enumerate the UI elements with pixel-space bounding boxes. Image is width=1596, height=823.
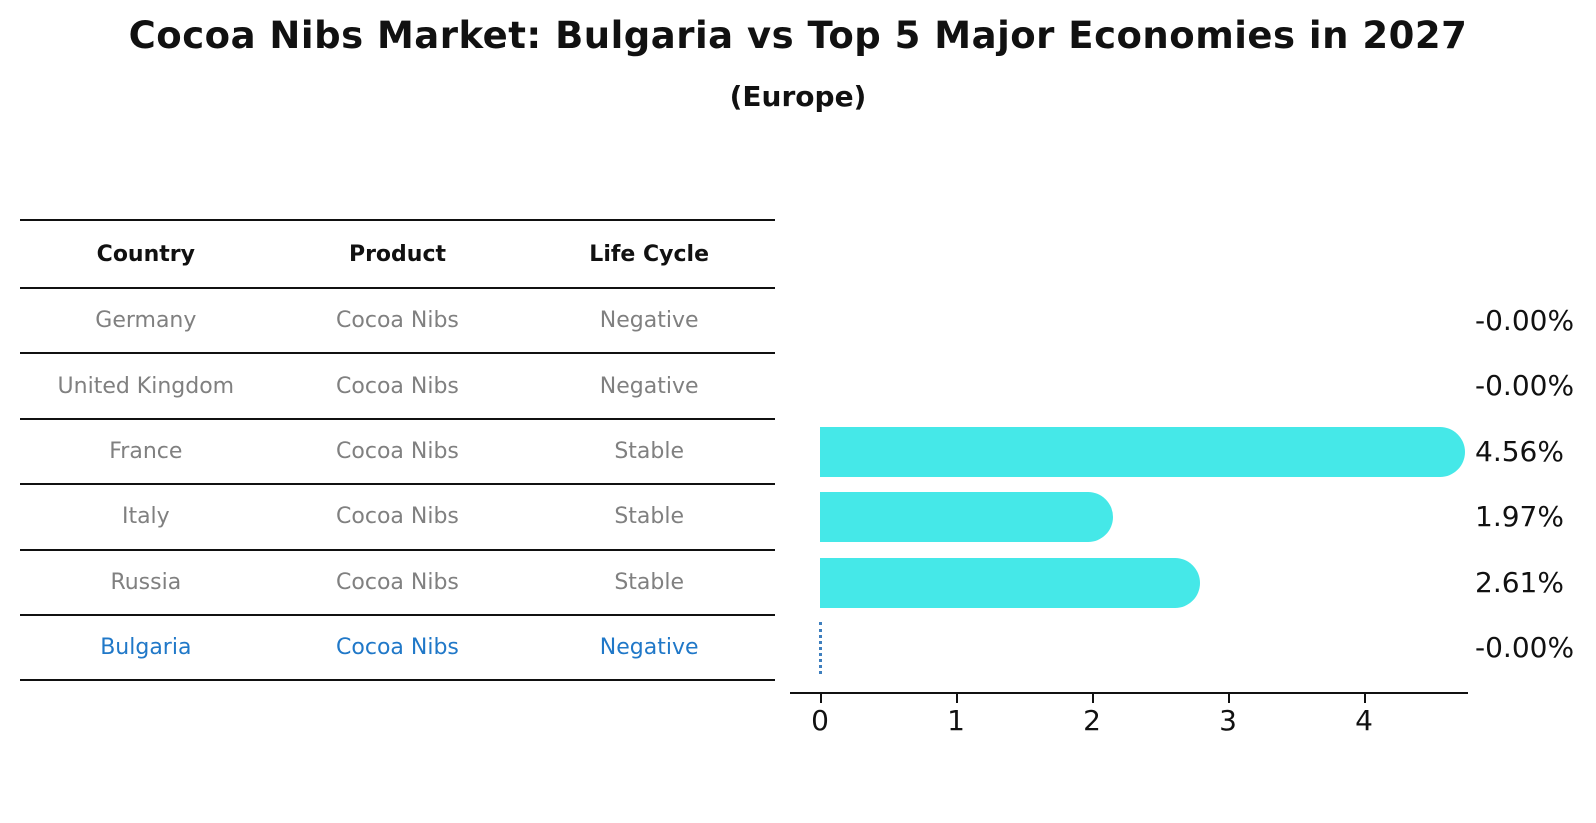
page-subtitle: (Europe) (729, 80, 867, 113)
cell-life-cycle: Stable (523, 418, 775, 486)
x-axis-tick-2 (1092, 694, 1094, 703)
cell-life-cycle: Stable (523, 549, 775, 616)
x-axis-line (790, 692, 1468, 694)
value-label-bulgaria: -0.00% (1475, 631, 1575, 664)
x-axis-tick-0 (820, 694, 822, 703)
bar-italy (820, 492, 1113, 542)
cell-country: Germany (20, 288, 272, 355)
bar-france (820, 426, 1466, 477)
table-row-france: France Cocoa Nibs Stable (20, 418, 775, 486)
bar-russia (820, 557, 1200, 608)
cell-product: Cocoa Nibs (271, 288, 524, 355)
value-label-france: 4.56% (1475, 434, 1564, 468)
x-axis-tick-label-4: 4 (1355, 704, 1373, 737)
col-header-product: Product (271, 219, 524, 289)
comparison-table-head: Country Product Life Cycle (20, 219, 775, 289)
table-row-italy: Italy Cocoa Nibs Stable (20, 484, 775, 551)
col-header-country: Country (20, 219, 272, 289)
cell-country: France (20, 418, 272, 486)
cell-product: Cocoa Nibs (271, 614, 524, 682)
comparison-table: Country Product Life Cycle Germany Cocoa … (20, 219, 775, 682)
zero-marker-line (819, 622, 822, 674)
cell-life-cycle: Stable (523, 484, 775, 551)
x-axis-tick-3 (1228, 694, 1230, 703)
table-row-germany: Germany Cocoa Nibs Negative (20, 288, 775, 355)
cell-country: Bulgaria (20, 614, 272, 682)
cell-life-cycle: Negative (523, 353, 775, 420)
cell-life-cycle: Negative (523, 614, 775, 682)
table-row-russia: Russia Cocoa Nibs Stable (20, 549, 775, 616)
cell-life-cycle: Negative (523, 288, 775, 355)
x-axis-tick-4 (1364, 694, 1366, 703)
value-label-germany: -0.00% (1475, 303, 1575, 337)
cell-product: Cocoa Nibs (271, 418, 524, 486)
value-label-russia: 2.61% (1475, 565, 1564, 599)
table-header-row: Country Product Life Cycle (20, 219, 775, 289)
value-label-united-kingdom: -0.00% (1475, 369, 1575, 402)
x-axis-tick-label-1: 1 (947, 704, 965, 737)
cell-product: Cocoa Nibs (271, 353, 524, 420)
x-axis-tick-label-2: 2 (1083, 704, 1101, 737)
value-label-italy: 1.97% (1475, 500, 1564, 533)
x-axis-tick-1 (956, 694, 958, 703)
cell-product: Cocoa Nibs (271, 549, 524, 616)
cell-country: Italy (20, 484, 272, 551)
cell-country: United Kingdom (20, 353, 272, 420)
table-row-bulgaria: Bulgaria Cocoa Nibs Negative (20, 614, 775, 682)
col-header-life-cycle: Life Cycle (523, 219, 775, 289)
table-row-united-kingdom: United Kingdom Cocoa Nibs Negative (20, 353, 775, 420)
page-title: Cocoa Nibs Market: Bulgaria vs Top 5 Maj… (128, 14, 1468, 57)
cell-product: Cocoa Nibs (271, 484, 524, 551)
cell-country: Russia (20, 549, 272, 616)
comparison-table-body: Germany Cocoa Nibs Negative United Kingdom C… (20, 288, 775, 682)
x-axis-tick-label-0: 0 (811, 704, 829, 737)
x-axis-tick-label-3: 3 (1219, 704, 1237, 737)
